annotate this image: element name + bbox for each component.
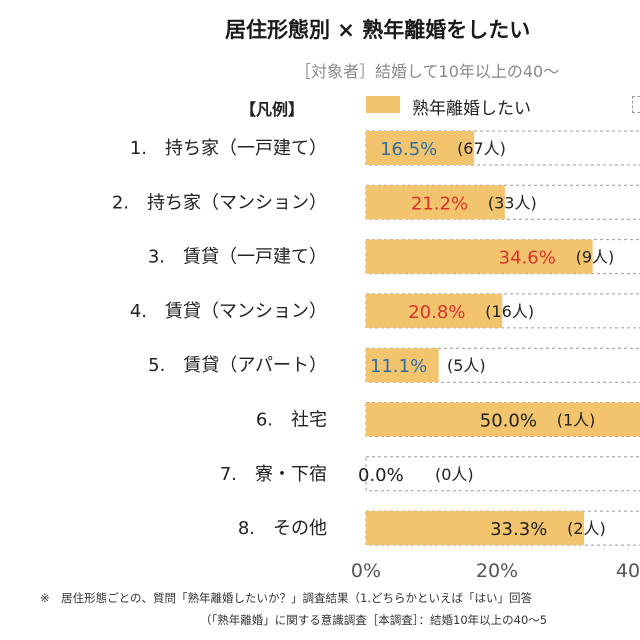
x-tick-label: 40 [616, 560, 640, 582]
footnote-line-2: （「熟年離婚」に関する意識調査［本調査］：結婚10年以上の40〜5 [200, 613, 548, 627]
value-label: 11.1% [370, 356, 427, 377]
count-label: (9人) [576, 248, 615, 267]
bar [366, 348, 439, 383]
value-label: 34.6% [499, 248, 556, 269]
value-label: 50.0% [480, 411, 537, 432]
category-label: 8. その他 [238, 518, 327, 539]
bar [366, 131, 475, 165]
x-tick-label: 20% [476, 560, 518, 582]
bar [366, 185, 505, 220]
category-label: 3. 賃貸（一戸建て） [148, 247, 327, 268]
footnote-line-1: ※ 居住形態ごとの、質問「熟年離婚したいか？」調査結果（1.どちらかといえば「は… [40, 591, 532, 605]
category-label: 4. 賃貸（マンション） [130, 301, 327, 322]
category-label: 1. 持ち家（一戸建て） [130, 138, 327, 159]
count-label: (0人) [435, 465, 474, 484]
count-label: (1人) [557, 411, 596, 430]
category-label: 6. 社宅 [256, 410, 327, 431]
bar [366, 293, 503, 328]
count-label: (16人) [485, 302, 534, 321]
legend-series-label: 熟年離婚したい [412, 99, 531, 119]
bar [366, 511, 585, 546]
count-label: (33人) [488, 193, 537, 212]
value-label: 16.5% [380, 139, 437, 160]
category-label: 7. 寮・下宿 [220, 464, 327, 485]
legend-title: 【凡例】 [240, 100, 305, 119]
legend-swatch-dashed [632, 96, 640, 113]
category-label: 2. 持ち家（マンション） [112, 192, 327, 213]
legend-swatch [366, 96, 400, 113]
value-label: 21.2% [411, 193, 468, 214]
count-label: (5人) [447, 356, 486, 375]
bar [366, 402, 640, 437]
count-label: (2人) [567, 519, 606, 538]
value-label: 20.8% [408, 302, 465, 323]
value-label: 33.3% [490, 519, 547, 540]
chart-title: 居住形態別 × 熟年離婚をしたい [225, 18, 531, 42]
chart-subtitle: ［対象者］結婚して10年以上の40〜 [295, 62, 560, 81]
value-label: 0.0% [358, 465, 404, 486]
bar-background [365, 456, 640, 492]
bar [366, 239, 593, 274]
count-label: (67人) [457, 139, 506, 158]
category-label: 5. 賃貸（アパート） [148, 355, 327, 376]
x-tick-label: 0% [351, 560, 381, 582]
